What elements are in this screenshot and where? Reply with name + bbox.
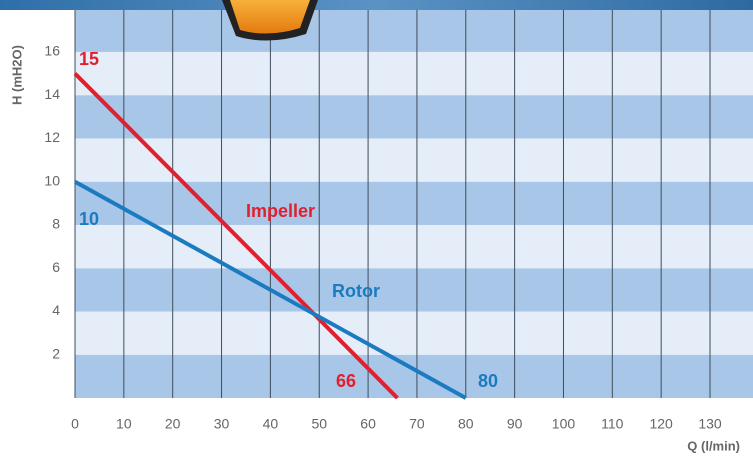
- x-tick-label: 100: [552, 416, 576, 432]
- value-label: 15: [79, 49, 99, 69]
- y-tick-label: 4: [52, 302, 60, 318]
- value-label: 10: [79, 209, 99, 229]
- x-tick-label: 50: [311, 416, 327, 432]
- series-line: [73, 72, 399, 400]
- y-tick-label: 10: [44, 172, 60, 188]
- y-tick-label: 8: [52, 216, 60, 232]
- x-tick-label: 10: [116, 416, 132, 432]
- x-tick-label: 130: [698, 416, 722, 432]
- band: [75, 138, 753, 182]
- band: [75, 268, 753, 312]
- band: [75, 224, 753, 269]
- x-tick-label: 0: [71, 416, 79, 432]
- x-tick-label: 30: [214, 416, 230, 432]
- x-tick-label: 90: [507, 416, 523, 432]
- series-line: [74, 179, 467, 400]
- series-label: Impeller: [246, 201, 315, 221]
- y-tick-label: 14: [44, 86, 60, 102]
- y-tick-label: 16: [44, 43, 60, 59]
- band: [75, 51, 753, 96]
- x-axis-title: Q (l/min): [687, 438, 740, 453]
- x-tick-label: 40: [263, 416, 279, 432]
- x-tick-label: 70: [409, 416, 425, 432]
- banner: [0, 0, 753, 10]
- y-tick-label: 6: [52, 259, 60, 275]
- series-label: Rotor: [332, 281, 380, 301]
- band: [75, 181, 753, 225]
- x-tick-label: 120: [649, 416, 673, 432]
- x-tick-label: 60: [360, 416, 376, 432]
- plot-area: [73, 0, 753, 400]
- x-tick-label: 20: [165, 416, 181, 432]
- badge-inner: [230, 0, 310, 34]
- band: [75, 311, 753, 355]
- band: [75, 354, 753, 398]
- x-tick-label: 110: [601, 416, 624, 432]
- y-tick-label: 2: [52, 345, 60, 361]
- band: [75, 95, 753, 139]
- x-tick-label: 80: [458, 416, 474, 432]
- y-tick-label: 12: [44, 129, 60, 145]
- value-label: 66: [336, 371, 356, 391]
- value-label: 80: [478, 371, 498, 391]
- y-axis-title: H (mH2O): [9, 45, 24, 105]
